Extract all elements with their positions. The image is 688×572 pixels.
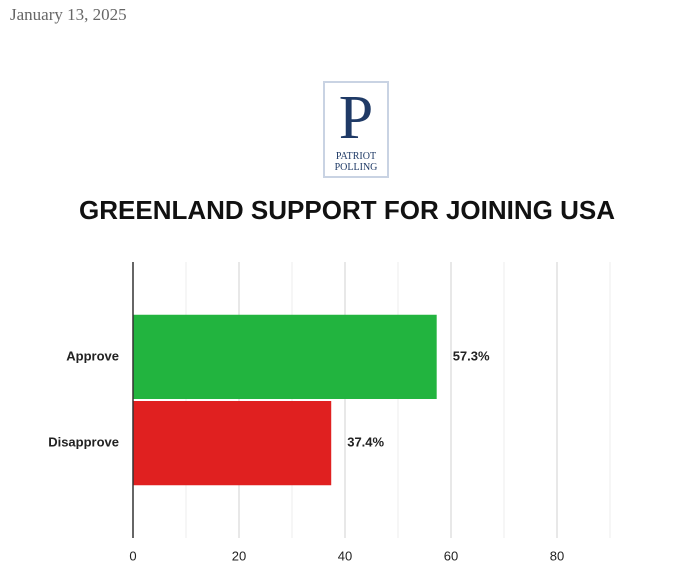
logo-name: PATRIOT POLLING — [334, 151, 378, 173]
x-tick-label: 20 — [232, 548, 246, 563]
logo: P PATRIOT POLLING — [323, 81, 389, 178]
value-label: 57.3% — [453, 348, 490, 363]
logo-letter: P — [338, 84, 374, 152]
x-tick-label: 0 — [129, 548, 136, 563]
bar — [133, 314, 437, 399]
date: January 13, 2025 — [10, 5, 127, 24]
category-label: Disapprove — [48, 435, 119, 450]
value-label: 37.4% — [347, 435, 384, 450]
category-label: Approve — [66, 348, 119, 363]
x-tick-label: 40 — [338, 548, 352, 563]
bar — [133, 401, 332, 486]
chart-title: GREENLAND SUPPORT FOR JOINING USA — [79, 195, 615, 225]
x-tick-label: 60 — [444, 548, 458, 563]
x-tick-label: 80 — [550, 548, 564, 563]
